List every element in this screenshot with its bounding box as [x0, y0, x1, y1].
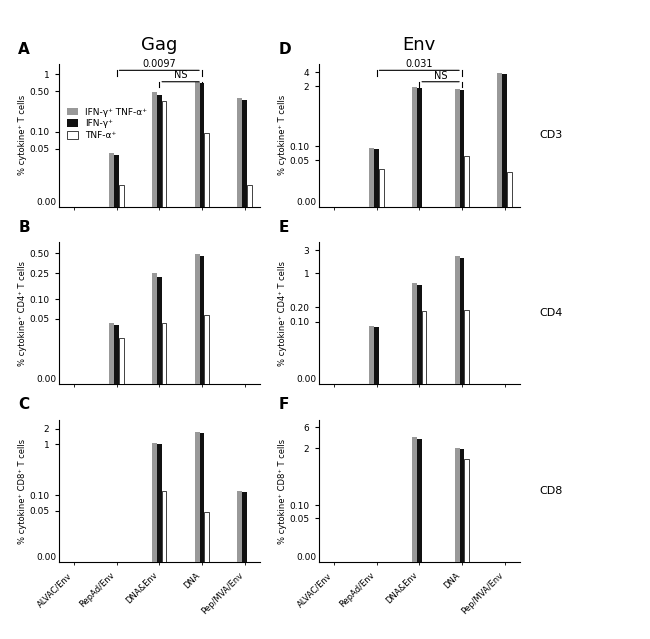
- Text: E: E: [278, 220, 289, 235]
- Bar: [455, 448, 460, 639]
- Bar: [109, 153, 114, 639]
- Bar: [114, 325, 119, 639]
- Bar: [162, 323, 166, 639]
- Y-axis label: % cytokine⁺ T cells: % cytokine⁺ T cells: [18, 95, 27, 175]
- Text: 0.00: 0.00: [296, 376, 317, 385]
- Bar: [114, 155, 119, 639]
- Text: NS: NS: [434, 70, 447, 81]
- Y-axis label: % cytokine⁺ CD4⁺ T cells: % cytokine⁺ CD4⁺ T cells: [18, 261, 27, 366]
- Y-axis label: % cytokine⁺ T cells: % cytokine⁺ T cells: [278, 95, 287, 175]
- Bar: [204, 512, 209, 639]
- Text: CD3: CD3: [540, 130, 563, 140]
- Text: Env: Env: [402, 36, 436, 54]
- Text: 0.00: 0.00: [36, 553, 57, 562]
- Text: 0.0097: 0.0097: [142, 59, 176, 69]
- Bar: [460, 449, 464, 639]
- Bar: [237, 491, 242, 639]
- Bar: [157, 444, 162, 639]
- Bar: [152, 93, 157, 639]
- Text: 0.00: 0.00: [36, 376, 57, 385]
- Text: NS: NS: [174, 70, 187, 81]
- Bar: [204, 133, 209, 639]
- Bar: [157, 95, 162, 639]
- Bar: [460, 90, 464, 639]
- Bar: [237, 98, 242, 639]
- Bar: [162, 491, 166, 639]
- Text: 0.00: 0.00: [296, 197, 317, 206]
- Text: D: D: [278, 42, 291, 57]
- Bar: [417, 88, 422, 639]
- Bar: [119, 185, 124, 639]
- Bar: [195, 254, 200, 639]
- Bar: [195, 432, 200, 639]
- Text: 0.00: 0.00: [296, 553, 317, 562]
- Bar: [204, 315, 209, 639]
- Text: B: B: [18, 220, 30, 235]
- Bar: [464, 459, 469, 639]
- Bar: [464, 310, 469, 639]
- Bar: [200, 433, 204, 639]
- Bar: [242, 493, 247, 639]
- Text: CD4: CD4: [540, 308, 563, 318]
- Bar: [502, 74, 507, 639]
- Bar: [379, 169, 384, 639]
- Bar: [157, 277, 162, 639]
- Bar: [374, 327, 379, 639]
- Y-axis label: % cytokine⁺ CD4⁺ T cells: % cytokine⁺ CD4⁺ T cells: [278, 261, 287, 366]
- Bar: [412, 437, 417, 639]
- Bar: [247, 185, 252, 639]
- Bar: [109, 323, 114, 639]
- Text: CD8: CD8: [540, 486, 563, 496]
- Text: 0.031: 0.031: [406, 59, 433, 69]
- Bar: [242, 100, 247, 639]
- Text: C: C: [18, 397, 29, 413]
- Bar: [464, 156, 469, 639]
- Text: 0.00: 0.00: [36, 197, 57, 206]
- Bar: [455, 256, 460, 639]
- Bar: [412, 283, 417, 639]
- Bar: [417, 438, 422, 639]
- Bar: [152, 273, 157, 639]
- Bar: [119, 337, 124, 639]
- Bar: [374, 149, 379, 639]
- Bar: [422, 311, 426, 639]
- Bar: [412, 87, 417, 639]
- Y-axis label: % cytokine⁺ CD8⁺ T cells: % cytokine⁺ CD8⁺ T cells: [18, 438, 27, 544]
- Bar: [455, 89, 460, 639]
- Y-axis label: % cytokine⁺ CD8⁺ T cells: % cytokine⁺ CD8⁺ T cells: [278, 438, 287, 544]
- Bar: [460, 258, 464, 639]
- Bar: [162, 101, 166, 639]
- Bar: [200, 256, 204, 639]
- Bar: [369, 326, 374, 639]
- Bar: [195, 82, 200, 639]
- Text: A: A: [18, 42, 30, 57]
- Bar: [369, 148, 374, 639]
- Legend: IFN-γ⁺ TNF-α⁺, IFN-γ⁺, TNF-α⁺: IFN-γ⁺ TNF-α⁺, IFN-γ⁺, TNF-α⁺: [67, 107, 147, 140]
- Bar: [417, 285, 422, 639]
- Bar: [497, 73, 502, 639]
- Text: F: F: [278, 397, 289, 413]
- Text: Gag: Gag: [141, 36, 177, 54]
- Bar: [200, 83, 204, 639]
- Bar: [152, 443, 157, 639]
- Bar: [507, 172, 512, 639]
